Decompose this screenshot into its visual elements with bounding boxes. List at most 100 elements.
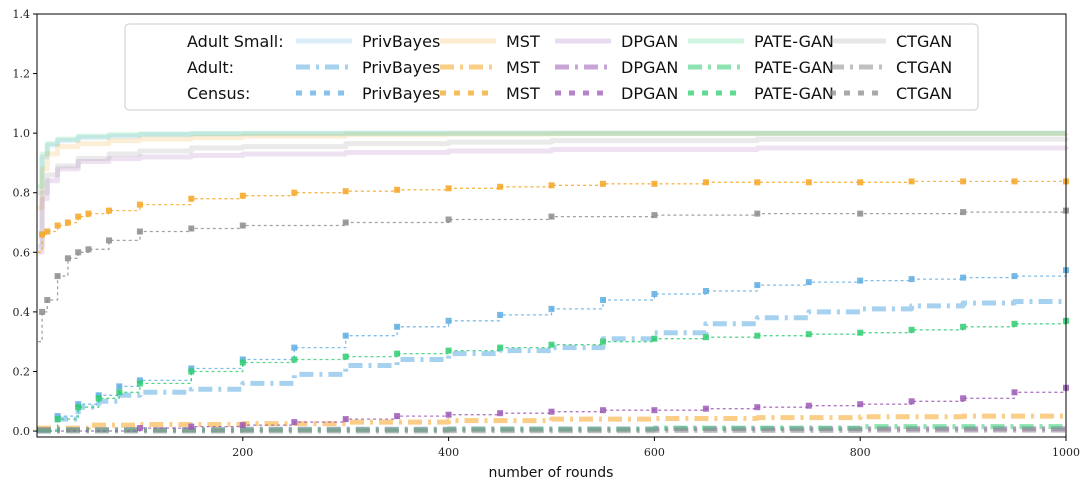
series-marker-pate-gan: [548, 341, 555, 348]
series-marker-mst: [39, 231, 46, 238]
series-marker-ctgan: [136, 228, 143, 235]
x-tick-label: 400: [438, 446, 459, 459]
series-marker-dpgan: [548, 408, 555, 415]
series-marker-privbayes: [497, 311, 504, 318]
plot-frame: [36, 13, 1067, 438]
series-marker-mst: [136, 201, 143, 208]
series-marker-pate-gan: [600, 338, 606, 345]
series-marker-dpgan: [908, 398, 915, 405]
series-marker-ctgan: [106, 237, 112, 244]
series-marker-privbayes: [857, 277, 864, 284]
series-marker-mst: [64, 219, 71, 226]
series-marker-pate-gan: [805, 331, 812, 338]
y-tick-label: 1.4: [13, 8, 31, 21]
x-axis-label: number of rounds: [489, 465, 614, 481]
y-tick-label: 1.0: [13, 127, 31, 140]
legend-row-label: Adult:: [187, 58, 234, 77]
series-line-adult-small-ctgan: [38, 136, 1069, 249]
series-marker-dpgan: [857, 401, 864, 408]
series-marker-pate-gan: [75, 404, 82, 411]
series-marker-privbayes: [1011, 273, 1018, 280]
series-marker-mst: [394, 186, 401, 193]
series-marker-dpgan: [445, 411, 452, 418]
legend-entry-label: PATE-GAN: [754, 58, 834, 77]
series-marker-pate-gan: [1011, 320, 1018, 327]
series-line-adult-mst: [37, 413, 1069, 431]
series-marker-ctgan: [548, 213, 555, 220]
series-line-adult-small-dpgan: [38, 145, 1069, 255]
series-marker-privbayes: [754, 282, 761, 289]
legend-entry-label: DPGAN: [621, 84, 678, 103]
series-marker-pate-gan: [291, 356, 298, 363]
series-marker-privbayes: [960, 274, 967, 281]
series-marker-pate-gan: [54, 416, 61, 423]
series-marker-pate-gan: [754, 332, 761, 339]
y-tick-label: 0.8: [13, 187, 31, 200]
series-marker-ctgan: [651, 212, 658, 219]
series-marker-mst: [908, 178, 915, 185]
series-marker-dpgan: [188, 423, 195, 430]
series-line-census-pate-gan: [37, 320, 1067, 432]
x-tick-label: 600: [644, 446, 665, 459]
series-marker-pate-gan: [394, 350, 401, 357]
series-marker-dpgan: [497, 410, 504, 417]
series-marker-mst: [960, 178, 967, 185]
series-marker-privbayes: [291, 344, 298, 351]
series-marker-ctgan: [857, 210, 864, 217]
series-marker-mst: [754, 179, 761, 186]
legend-entry-label: MST: [506, 32, 540, 51]
legend-entry-label: PATE-GAN: [754, 32, 834, 51]
series-marker-pate-gan: [908, 326, 915, 333]
legend: Adult Small: PrivBayes MST DPGAN PATE-GAN CTG…: [124, 23, 979, 111]
series-marker-ctgan: [44, 297, 51, 303]
series-marker-ctgan: [445, 216, 452, 223]
series-marker-ctgan: [754, 210, 761, 217]
series-marker-mst: [44, 228, 51, 235]
series-line-census-dpgan: [37, 387, 1067, 432]
x-tick-label: 200: [232, 446, 253, 459]
series-marker-pate-gan: [497, 344, 504, 351]
series-marker-ctgan: [85, 246, 92, 253]
y-tick-label: 1.2: [13, 68, 31, 81]
series-marker-ctgan: [239, 222, 246, 229]
series-marker-mst: [239, 192, 246, 199]
series-marker-dpgan: [600, 407, 606, 414]
series-marker-dpgan: [291, 419, 298, 426]
series-marker-dpgan: [239, 422, 246, 429]
legend-entry-label: PATE-GAN: [754, 84, 834, 103]
y-tick-label: 0.2: [13, 365, 31, 378]
series-marker-privbayes: [651, 291, 658, 297]
series-marker-privbayes: [548, 305, 555, 312]
series-line-adult-ctgan: [37, 427, 1069, 434]
series-marker-mst: [1011, 178, 1018, 185]
series-marker-pate-gan: [95, 395, 102, 402]
series-line-adult-small-privbayes: [38, 130, 1066, 196]
series-marker-pate-gan: [116, 389, 123, 396]
legend-entry-label: MST: [506, 58, 540, 77]
series-marker-pate-gan: [342, 353, 349, 360]
y-tick-label: 0.6: [13, 246, 31, 259]
series-marker-mst: [497, 183, 504, 190]
series-marker-pate-gan: [702, 334, 709, 341]
series-marker-mst: [106, 207, 112, 214]
legend-entry-label: MST: [506, 84, 540, 103]
legend-row-label: Adult Small:: [187, 32, 284, 51]
series-marker-mst: [445, 185, 452, 192]
series-marker-mst: [291, 189, 298, 196]
ticks-layer: 200 400 600 800 1000 0.0 0.2 0.4 0.6 0.8 1.0 1.2 1.4: [13, 8, 1081, 459]
legend-box: [124, 23, 979, 111]
series-line-census-mst: [38, 180, 1066, 253]
series-marker-mst: [651, 180, 658, 187]
series-marker-privbayes: [342, 332, 349, 339]
legend-entry-label: CTGAN: [896, 58, 952, 77]
series-marker-privbayes: [600, 297, 606, 303]
legend-entry-label: CTGAN: [896, 84, 952, 103]
y-tick-label: 0.0: [13, 425, 31, 438]
series-marker-privbayes: [702, 288, 709, 294]
series-marker-mst: [75, 213, 82, 220]
series-marker-ctgan: [188, 225, 195, 232]
series-marker-pate-gan: [136, 380, 143, 387]
y-tick-label: 0.4: [13, 306, 31, 319]
series-marker-dpgan: [651, 407, 658, 414]
